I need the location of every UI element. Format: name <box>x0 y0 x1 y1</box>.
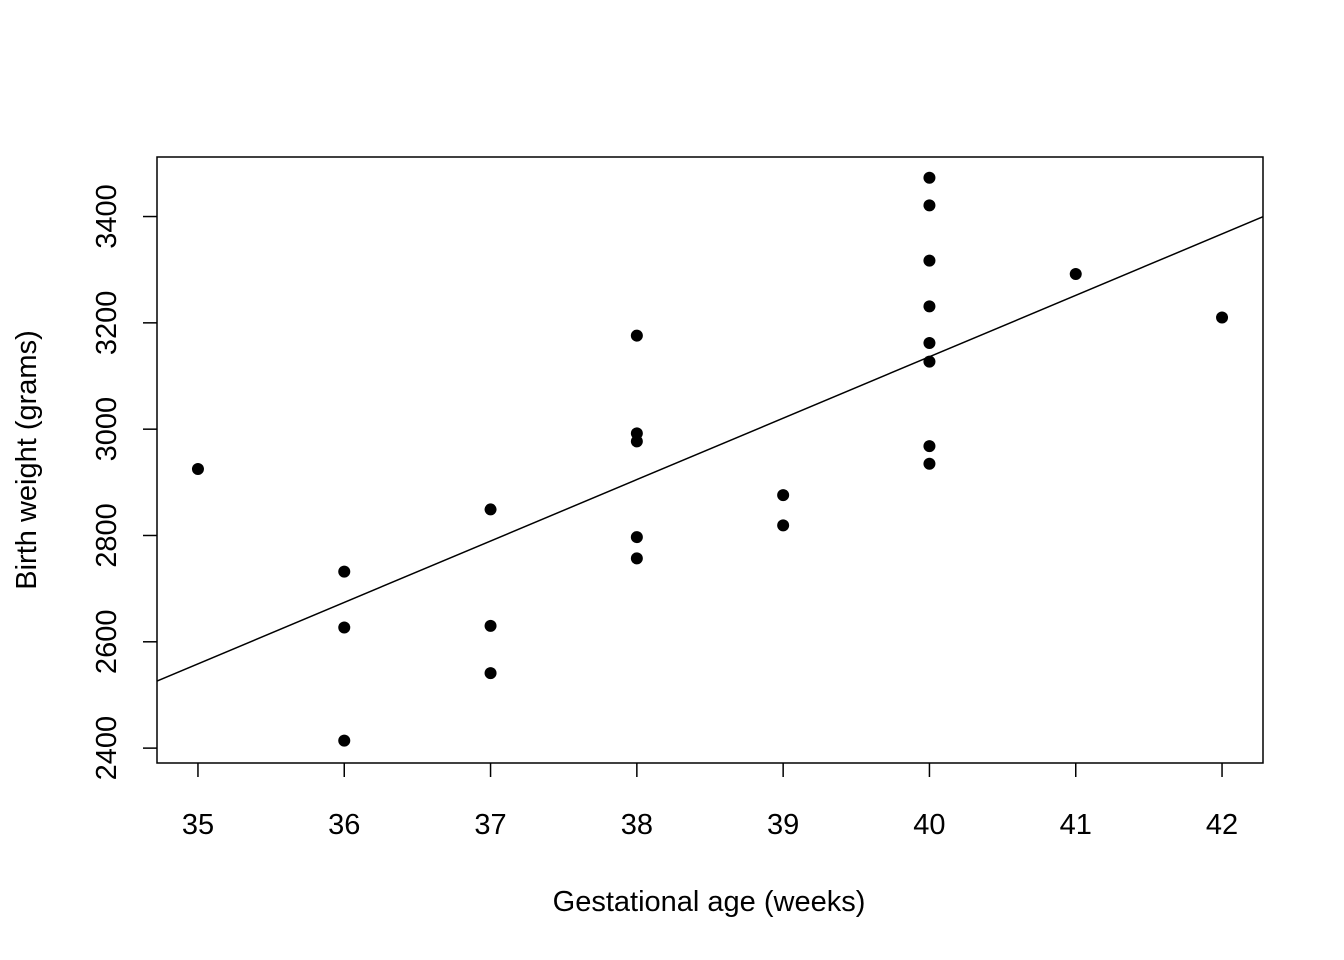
data-point <box>777 489 790 502</box>
y-tick-label: 2600 <box>91 610 123 675</box>
x-tick-label: 36 <box>328 809 360 841</box>
y-tick-label: 3000 <box>91 397 123 462</box>
regression-line-group <box>156 216 1264 682</box>
data-point <box>923 337 936 350</box>
data-point <box>630 329 643 342</box>
y-tick-label: 2800 <box>91 503 123 568</box>
x-axis: 35 36 37 38 39 40 41 42 <box>182 763 1238 841</box>
y-axis: 2400 2600 2800 3000 3200 3400 <box>91 184 157 780</box>
x-axis-label: Gestational age (weeks) <box>553 886 866 918</box>
x-tick-label: 40 <box>913 809 945 841</box>
y-axis-label: Birth weight (grams) <box>11 330 43 589</box>
data-point <box>923 199 936 212</box>
plot-frame <box>156 156 1264 764</box>
data-point <box>923 440 936 453</box>
x-tick-label: 39 <box>767 809 799 841</box>
data-point <box>777 519 790 532</box>
data-point <box>630 552 643 565</box>
data-point <box>484 503 497 516</box>
regression-line <box>156 216 1264 682</box>
data-point <box>630 435 643 448</box>
data-point <box>484 619 497 632</box>
data-point <box>923 355 936 368</box>
data-point <box>1069 267 1082 280</box>
x-tick-label: 35 <box>182 809 214 841</box>
x-tick-label: 37 <box>474 809 506 841</box>
data-point <box>1216 311 1229 324</box>
data-point <box>338 734 351 747</box>
data-point <box>338 565 351 578</box>
plot-frame-group <box>156 156 1264 764</box>
data-point <box>923 457 936 470</box>
data-points-group <box>191 171 1229 747</box>
y-tick-label: 3400 <box>91 184 123 249</box>
data-point <box>338 621 351 634</box>
data-point <box>191 463 204 476</box>
data-point <box>923 171 936 184</box>
data-point <box>484 667 497 680</box>
data-point <box>923 254 936 267</box>
data-point <box>630 531 643 544</box>
x-tick-label: 41 <box>1060 809 1092 841</box>
y-tick-label: 3200 <box>91 291 123 356</box>
x-tick-label: 42 <box>1206 809 1238 841</box>
x-tick-label: 38 <box>621 809 653 841</box>
data-point <box>923 300 936 313</box>
y-tick-label: 2400 <box>91 716 123 781</box>
